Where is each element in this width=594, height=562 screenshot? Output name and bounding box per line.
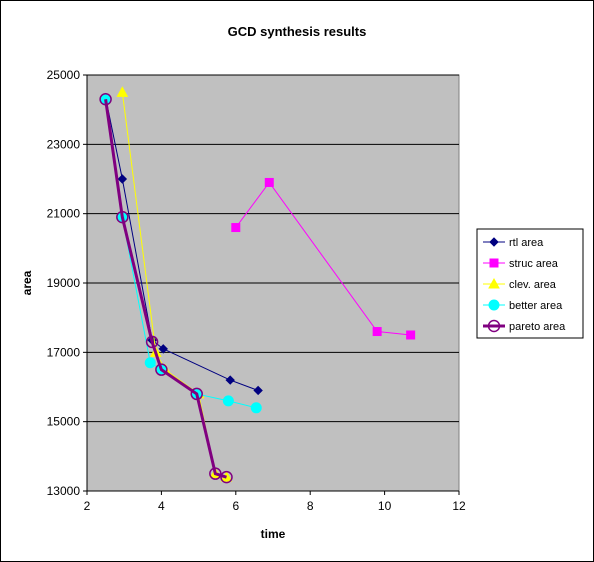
y-tick-label: 19000: [47, 276, 81, 290]
data-point: [144, 357, 156, 369]
data-point: [220, 470, 233, 484]
data-point: [209, 467, 222, 480]
data-point: [372, 327, 382, 337]
legend-swatch-marker: [488, 277, 500, 289]
data-point: [222, 395, 234, 407]
legend-label: better area: [509, 300, 563, 312]
data-point: [225, 375, 235, 385]
data-point: [116, 86, 129, 97]
legend-swatch-marker: [489, 237, 499, 247]
data-point: [231, 223, 241, 233]
x-tick-label: 2: [84, 499, 91, 513]
x-tick-label: 12: [452, 499, 466, 513]
legend-label: struc area: [509, 258, 559, 270]
series-line: [235, 181, 411, 336]
data-point: [190, 387, 203, 401]
y-tick-label: 21000: [47, 207, 81, 221]
legend-label: clev. area: [509, 279, 557, 291]
legend-entries: rtl area struc area clev. area better area p…: [483, 237, 566, 333]
series-pareto-area: [99, 93, 233, 484]
legend-swatch-marker: [488, 299, 500, 311]
legend-label: pareto area: [509, 321, 566, 333]
data-point: [99, 93, 112, 106]
data-point: [155, 363, 168, 376]
y-axis-title: area: [20, 270, 34, 295]
y-tick-label: 25000: [47, 68, 81, 82]
gridlines: [87, 74, 459, 423]
data-point: [406, 330, 416, 340]
y-tick-label: 23000: [47, 137, 81, 151]
x-tick-label: 4: [158, 499, 165, 513]
legend-swatch-marker: [487, 319, 501, 333]
data-point: [117, 174, 128, 184]
legend-item: better area: [483, 299, 563, 312]
legend-item: pareto area: [483, 319, 566, 333]
data-point: [264, 177, 274, 187]
data-point: [158, 344, 168, 354]
y-tick-label: 15000: [47, 415, 81, 429]
series-line: [104, 99, 227, 479]
legend-item: struc area: [483, 258, 559, 270]
legend-swatch-marker: [489, 258, 499, 268]
legend-item: rtl area: [483, 237, 544, 249]
data-point: [250, 402, 262, 414]
y-tick-label: 17000: [47, 345, 81, 359]
y-tick-label: 13000: [47, 484, 81, 498]
x-axis-title: time: [261, 527, 286, 541]
chart-title: GCD synthesis results: [228, 24, 367, 39]
data-point: [116, 210, 129, 224]
x-tick-label: 6: [232, 499, 239, 513]
legend-label: rtl area: [509, 237, 544, 249]
x-tick-label: 8: [307, 499, 314, 513]
series-layer: [99, 86, 416, 484]
series-struc-area: [231, 177, 416, 340]
legend-item: clev. area: [483, 277, 557, 291]
x-tick-label: 10: [378, 499, 392, 513]
data-point: [253, 385, 263, 396]
data-point: [145, 335, 159, 349]
axes: 13000 15000 17000 19000 21000 23000 25000 2 4 6 8 1…: [47, 68, 466, 513]
